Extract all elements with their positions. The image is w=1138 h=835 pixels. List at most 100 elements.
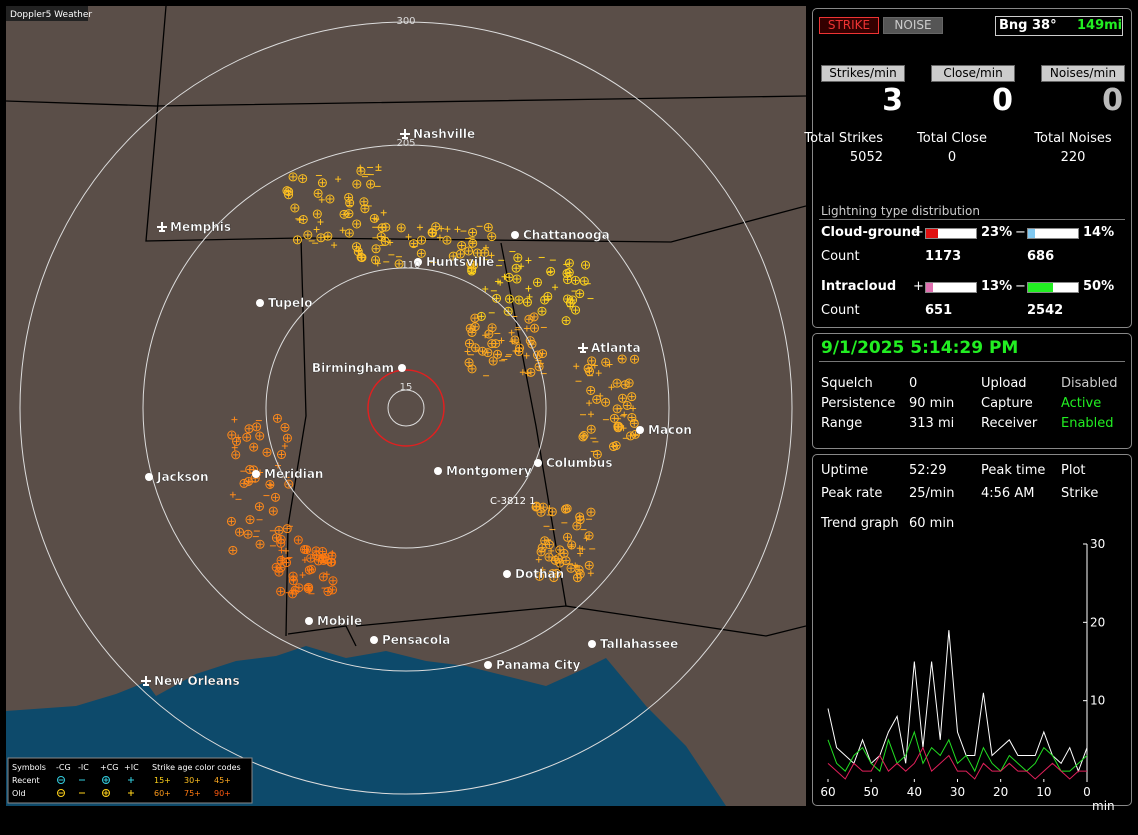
x-tick-label: 60 [820, 785, 835, 799]
strike-symbol [276, 586, 286, 596]
city-label: Birmingham [312, 361, 394, 375]
city-label: Tallahassee [600, 637, 678, 651]
strike-symbol [244, 424, 254, 434]
rate-button[interactable]: Close/min [931, 65, 1015, 82]
strike-symbol [581, 260, 591, 270]
strike-symbol [464, 338, 474, 348]
strike-symbol [617, 354, 627, 364]
strike-symbol [531, 502, 541, 512]
strike-symbol [353, 247, 363, 257]
strike-symbol [320, 573, 327, 580]
strike-symbol [232, 451, 239, 458]
strike-symbol [231, 444, 238, 451]
legend-icon [57, 776, 65, 784]
strike-symbol [312, 551, 322, 561]
strike-symbol [256, 433, 263, 440]
strike-symbol [584, 531, 594, 541]
legend-symbol: -IC [78, 763, 89, 772]
strike-button[interactable]: STRIKE [819, 17, 879, 34]
setting-label: Upload [981, 376, 1027, 391]
strike-symbol [245, 531, 252, 538]
strike-symbol [418, 237, 425, 244]
rate-value: 0 [1102, 83, 1123, 118]
strike-symbol [409, 239, 419, 249]
strike-symbol [488, 356, 498, 366]
strike-symbol [429, 229, 436, 236]
strike-symbol [346, 230, 353, 237]
strike-symbol [229, 491, 236, 498]
strike-symbol [317, 219, 324, 226]
divider [819, 361, 1125, 362]
strike-symbol [239, 478, 249, 488]
rate-button[interactable]: Strikes/min [821, 65, 905, 82]
strike-symbol [305, 585, 312, 592]
noise-button[interactable]: NOISE [883, 17, 943, 34]
strike-symbol [609, 442, 619, 452]
stat-value: 25/min [909, 486, 955, 501]
strike-symbol [255, 431, 265, 441]
strike-symbol [584, 560, 594, 570]
strike-symbol [627, 412, 637, 422]
strike-symbol [320, 552, 330, 562]
strike-symbol [292, 587, 299, 594]
strike-symbol [622, 400, 632, 410]
strike-symbol [228, 518, 235, 525]
setting-value: Active [1061, 396, 1102, 411]
strike-symbol [277, 540, 284, 547]
strike-symbol [468, 238, 478, 248]
strike-symbol [540, 536, 550, 546]
strike-symbol [548, 547, 555, 554]
strike-symbol [476, 311, 486, 321]
strike-symbol [457, 251, 464, 258]
strike-symbol [322, 554, 329, 561]
strike-symbol [470, 322, 480, 332]
strike-symbol [573, 522, 580, 529]
legend-icon [103, 777, 109, 783]
strike-symbol [301, 556, 308, 563]
strike-symbol [387, 239, 394, 246]
strike-symbol [313, 188, 323, 198]
strike-symbol [284, 479, 294, 489]
rate-button[interactable]: Noises/min [1041, 65, 1125, 82]
count-value: 686 [1027, 249, 1055, 264]
strike-symbol [290, 203, 300, 213]
strike-symbol [568, 295, 578, 305]
strike-symbol [564, 295, 571, 302]
dist-bar-bg [1027, 282, 1079, 293]
strike-symbol [313, 226, 320, 233]
strike-symbol [249, 442, 259, 452]
strike-symbol [306, 567, 313, 574]
strike-symbol [577, 550, 584, 557]
strike-symbol [572, 562, 579, 569]
city-dot [434, 467, 442, 475]
city-label: Montgomery [446, 464, 532, 478]
stat-text: Plot [1061, 463, 1086, 478]
strike-symbol [281, 442, 288, 449]
strike-symbol [519, 369, 526, 376]
stat-value: 4:56 AM [981, 486, 1035, 501]
airport-icon [400, 129, 410, 139]
city-label: New Orleans [154, 674, 240, 688]
distance: 149mi [1077, 18, 1123, 33]
strike-symbol [246, 425, 253, 432]
strike-symbol [344, 192, 354, 202]
strike-symbol [627, 392, 637, 402]
strike-symbol [484, 349, 491, 356]
strike-symbol [242, 432, 252, 442]
strike-symbol [380, 209, 387, 216]
strike-symbol [538, 308, 545, 315]
strike-symbol [564, 534, 571, 541]
bearing: Bng 38° [999, 18, 1057, 33]
setting-label: Persistence [821, 396, 896, 411]
strike-symbol [469, 365, 476, 372]
trend-line [827, 746, 1087, 780]
strike-symbol [268, 506, 278, 516]
strike-symbol [552, 557, 559, 564]
strike-panel: STRIKE NOISE Bng 38° 149mi Lightning typ… [804, 8, 1132, 328]
strike-symbol [483, 348, 493, 358]
strike-symbol [514, 254, 521, 261]
strike-symbol [254, 502, 264, 512]
dist-percent: 14% [1083, 225, 1115, 240]
strike-symbol [488, 233, 495, 240]
strike-symbol [614, 405, 621, 412]
